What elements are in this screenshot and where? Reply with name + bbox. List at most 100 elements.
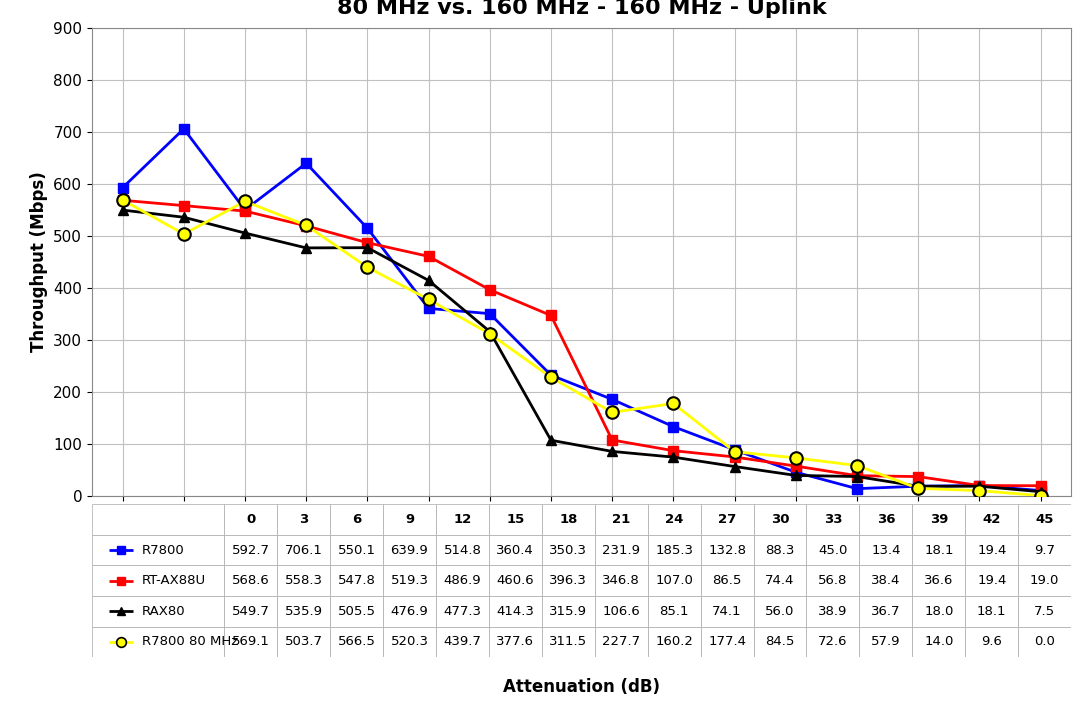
Text: 36: 36 bbox=[876, 513, 895, 526]
Text: 6: 6 bbox=[352, 513, 361, 526]
Bar bbox=[806, 504, 859, 535]
Text: 33: 33 bbox=[823, 513, 842, 526]
Text: 38.9: 38.9 bbox=[818, 605, 847, 618]
Bar bbox=[436, 596, 489, 626]
Text: 460.6: 460.6 bbox=[497, 574, 535, 587]
RAX80 bbox=[116, 206, 129, 214]
Bar bbox=[806, 535, 859, 565]
Text: Attenuation (dB): Attenuation (dB) bbox=[503, 678, 660, 696]
Text: 45: 45 bbox=[1035, 513, 1054, 526]
Text: 550.1: 550.1 bbox=[338, 543, 375, 557]
Bar bbox=[224, 565, 277, 596]
R7800 bbox=[850, 484, 863, 493]
Bar bbox=[1018, 626, 1071, 657]
Bar bbox=[330, 504, 383, 535]
Bar bbox=[859, 504, 912, 535]
R7800 80 MHz bbox=[850, 461, 863, 470]
Text: 346.8: 346.8 bbox=[603, 574, 641, 587]
Text: 19.4: 19.4 bbox=[977, 574, 1006, 587]
Text: 503.7: 503.7 bbox=[285, 636, 322, 648]
Text: 19.0: 19.0 bbox=[1030, 574, 1059, 587]
Text: 439.7: 439.7 bbox=[444, 636, 481, 648]
R7800 bbox=[1034, 486, 1047, 495]
Bar bbox=[92, 596, 224, 626]
Text: 547.8: 547.8 bbox=[338, 574, 375, 587]
RAX80 bbox=[238, 228, 251, 237]
Bar bbox=[859, 596, 912, 626]
R7800 bbox=[728, 446, 741, 454]
RT-AX88U bbox=[912, 472, 925, 481]
Bar bbox=[489, 596, 542, 626]
Bar bbox=[965, 535, 1018, 565]
Bar bbox=[648, 535, 701, 565]
Text: 477.3: 477.3 bbox=[444, 605, 481, 618]
Bar bbox=[1018, 565, 1071, 596]
RAX80 bbox=[300, 244, 313, 252]
Text: 396.3: 396.3 bbox=[550, 574, 588, 587]
Bar bbox=[965, 565, 1018, 596]
Text: 9.7: 9.7 bbox=[1034, 543, 1055, 557]
Bar bbox=[330, 565, 383, 596]
RT-AX88U bbox=[361, 238, 374, 247]
RT-AX88U bbox=[606, 436, 619, 444]
RAX80 bbox=[484, 328, 497, 336]
Text: 569.1: 569.1 bbox=[232, 636, 269, 648]
RT-AX88U bbox=[667, 446, 679, 455]
RAX80 bbox=[544, 436, 557, 444]
Text: 360.4: 360.4 bbox=[497, 543, 535, 557]
Bar bbox=[701, 565, 753, 596]
Text: 85.1: 85.1 bbox=[659, 605, 689, 618]
Bar bbox=[753, 626, 806, 657]
R7800 bbox=[116, 183, 129, 192]
R7800 bbox=[789, 468, 802, 477]
Text: 14.0: 14.0 bbox=[924, 636, 953, 648]
Text: 315.9: 315.9 bbox=[550, 605, 588, 618]
Text: 9: 9 bbox=[405, 513, 414, 526]
Bar bbox=[753, 535, 806, 565]
RAX80 bbox=[728, 463, 741, 471]
Bar bbox=[383, 565, 436, 596]
Bar bbox=[224, 535, 277, 565]
Bar bbox=[965, 596, 1018, 626]
Bar bbox=[542, 535, 595, 565]
Text: 86.5: 86.5 bbox=[712, 574, 742, 587]
Bar bbox=[753, 596, 806, 626]
Text: 160.2: 160.2 bbox=[656, 636, 694, 648]
Bar bbox=[277, 535, 330, 565]
Bar bbox=[912, 596, 965, 626]
Text: RAX80: RAX80 bbox=[142, 605, 186, 618]
Text: 7.5: 7.5 bbox=[1034, 605, 1055, 618]
Bar bbox=[912, 504, 965, 535]
R7800 80 MHz bbox=[238, 197, 251, 205]
Text: 88.3: 88.3 bbox=[765, 543, 794, 557]
Text: 350.3: 350.3 bbox=[550, 543, 588, 557]
Bar bbox=[859, 565, 912, 596]
Bar bbox=[542, 626, 595, 657]
R7800 80 MHz bbox=[361, 263, 374, 271]
Text: 36.7: 36.7 bbox=[871, 605, 900, 618]
RAX80 bbox=[422, 276, 435, 285]
Bar bbox=[489, 565, 542, 596]
Bar bbox=[383, 596, 436, 626]
RAX80 bbox=[177, 213, 190, 221]
Text: 19.4: 19.4 bbox=[977, 543, 1006, 557]
Bar bbox=[542, 504, 595, 535]
RAX80 bbox=[667, 453, 679, 461]
R7800 80 MHz bbox=[484, 330, 497, 338]
Bar bbox=[383, 504, 436, 535]
Text: 706.1: 706.1 bbox=[285, 543, 322, 557]
Text: 15: 15 bbox=[506, 513, 525, 526]
Bar bbox=[436, 565, 489, 596]
RT-AX88U bbox=[116, 196, 129, 205]
RT-AX88U bbox=[484, 285, 497, 294]
R7800 80 MHz bbox=[177, 230, 190, 238]
RT-AX88U bbox=[422, 252, 435, 261]
Text: 476.9: 476.9 bbox=[391, 605, 428, 618]
Bar bbox=[489, 504, 542, 535]
Bar bbox=[701, 504, 753, 535]
Bar bbox=[648, 626, 701, 657]
Bar bbox=[753, 504, 806, 535]
Bar bbox=[92, 535, 224, 565]
Text: 520.3: 520.3 bbox=[391, 636, 428, 648]
Bar bbox=[648, 596, 701, 626]
